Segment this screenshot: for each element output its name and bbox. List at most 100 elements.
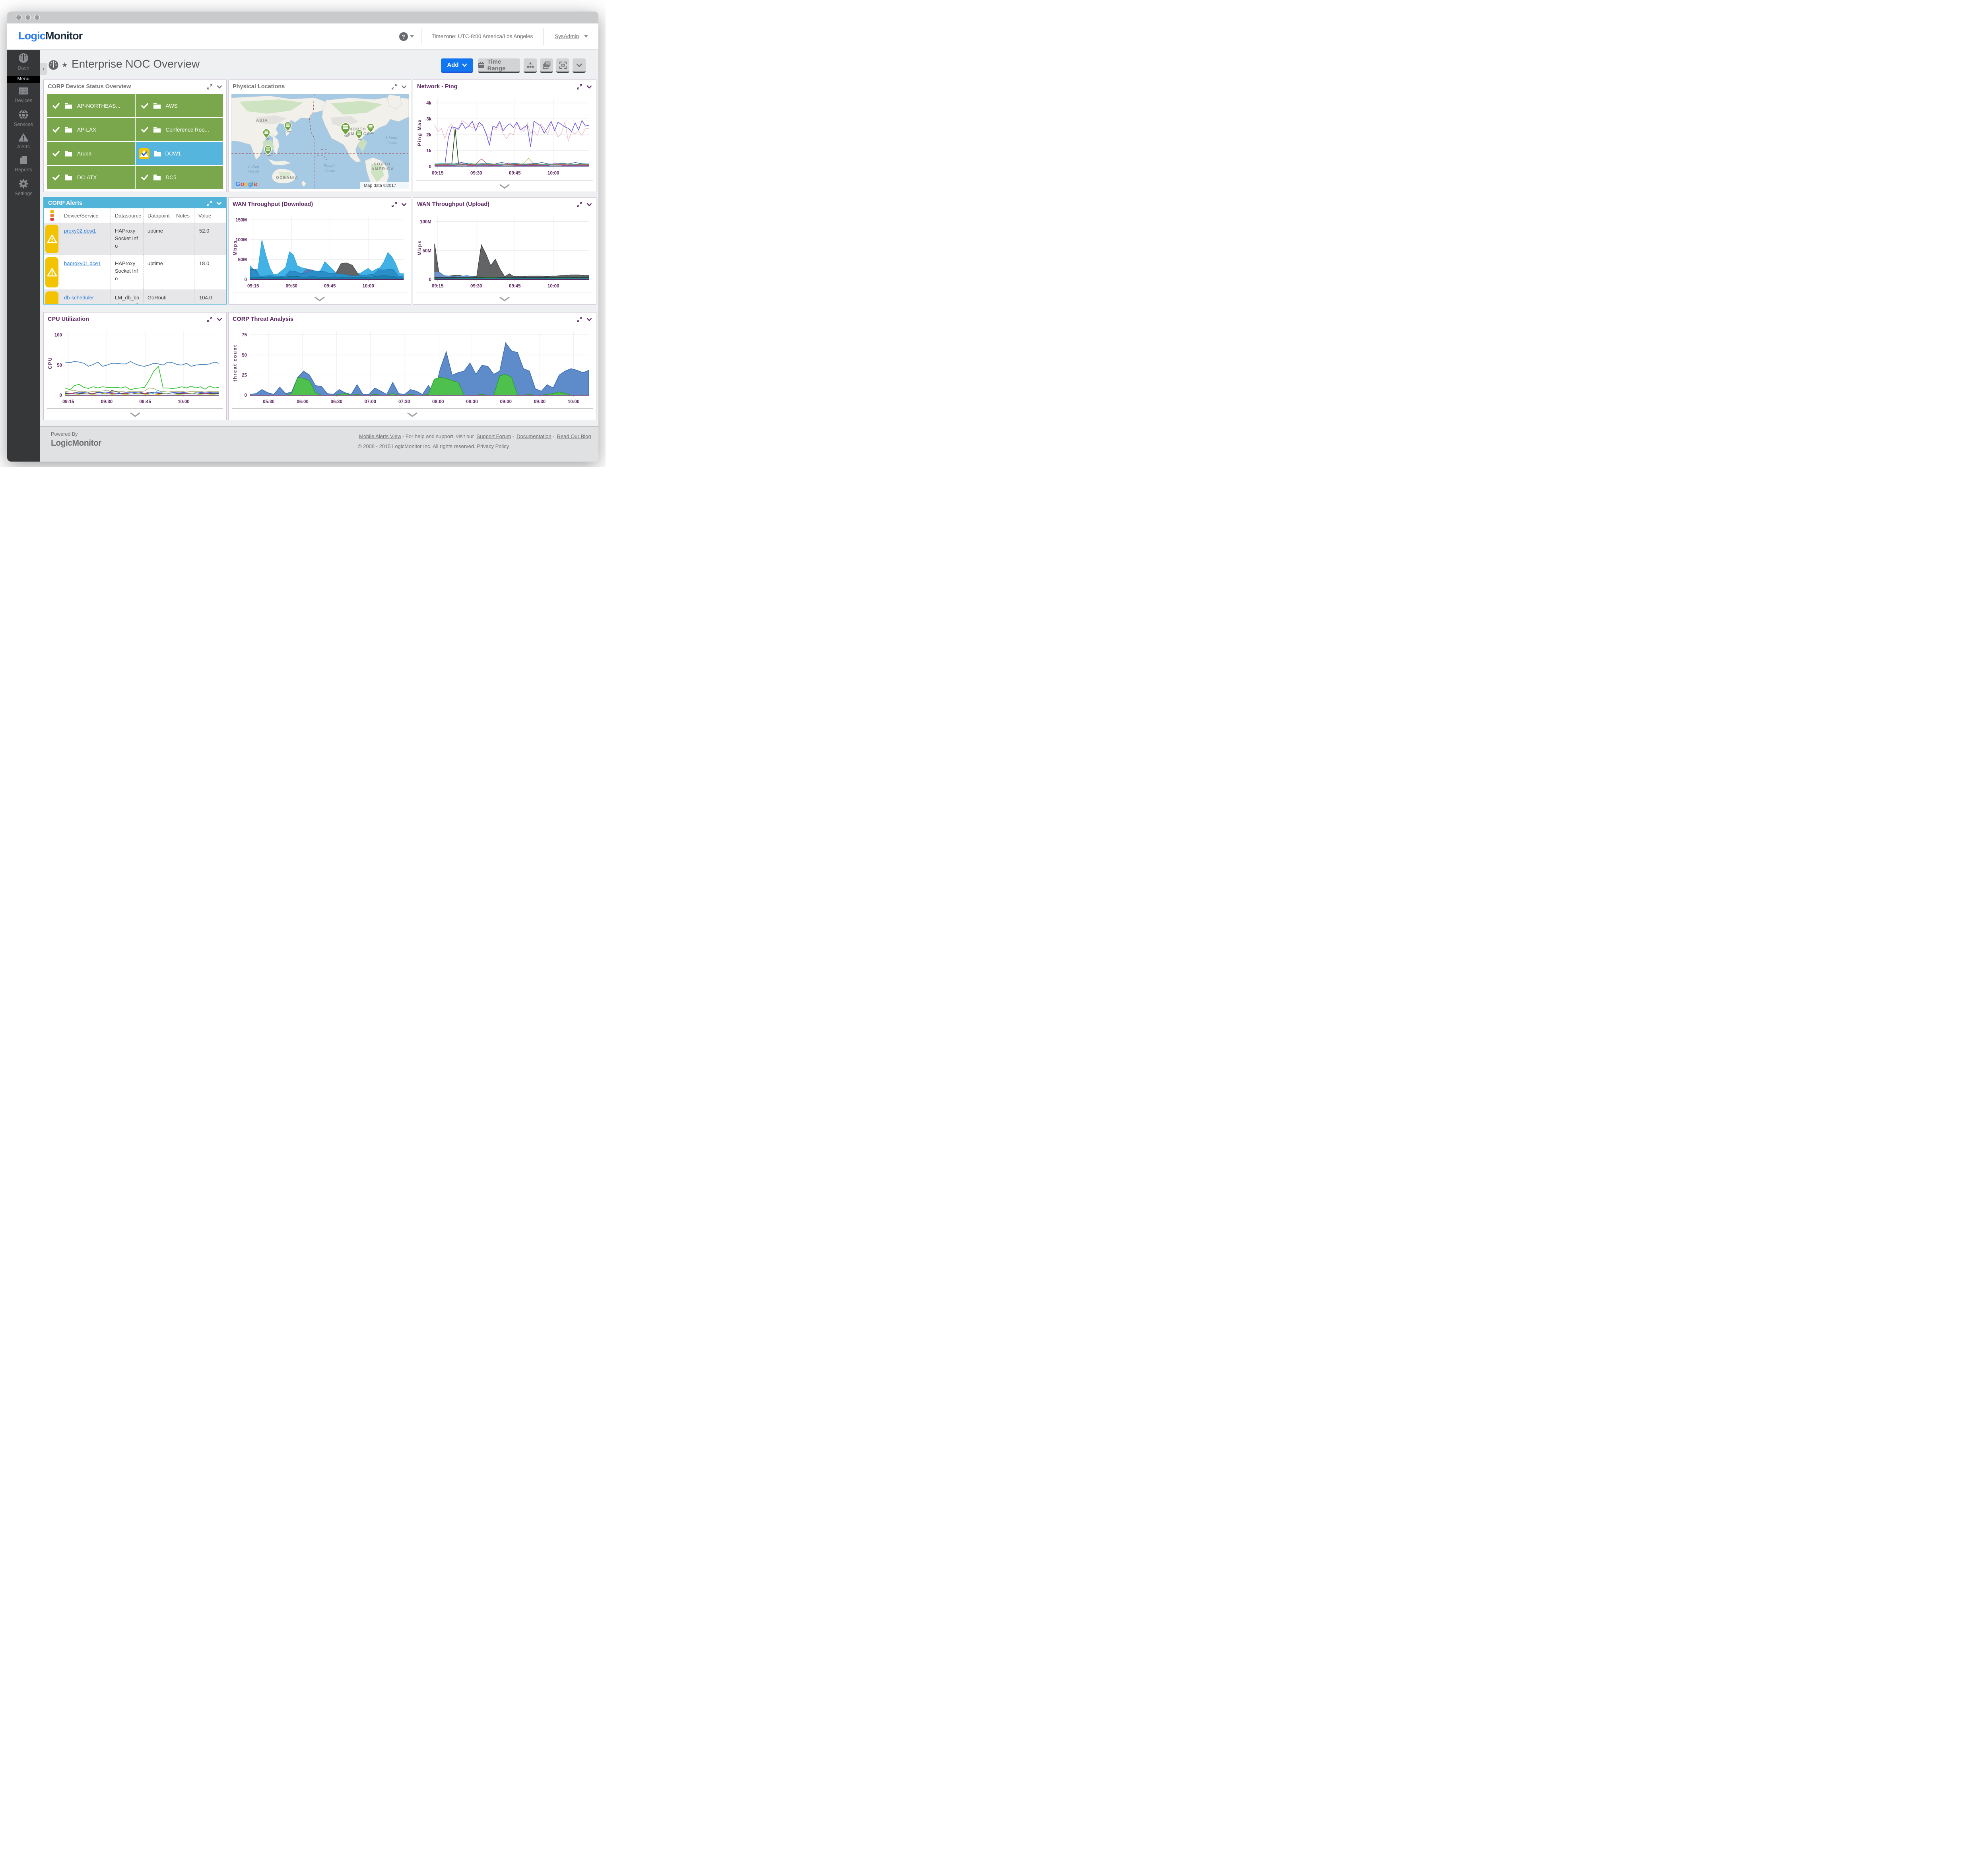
- svg-text:06:00: 06:00: [297, 400, 308, 404]
- panel-corp-alerts: CORP Alerts Device/Service Datasource Da…: [43, 197, 227, 305]
- expand-icon[interactable]: [577, 202, 582, 208]
- documentation-link[interactable]: Documentation: [516, 433, 551, 439]
- svg-text:07:30: 07:30: [398, 400, 410, 404]
- menu-label[interactable]: Menu: [7, 76, 40, 83]
- favorite-star-icon[interactable]: ★: [62, 61, 68, 69]
- folder-icon: [153, 151, 161, 157]
- scroll-down-chevron[interactable]: [499, 184, 510, 189]
- svg-text:Ping Max: Ping Max: [417, 119, 422, 146]
- device-group-tile[interactable]: DC5: [135, 166, 223, 189]
- time-range-button[interactable]: Time Range: [478, 58, 520, 73]
- support-forum-link[interactable]: Support Forum: [476, 433, 511, 439]
- location-marker[interactable]: [264, 145, 272, 157]
- collapse-chevron-icon[interactable]: [401, 203, 407, 206]
- fullscreen-button[interactable]: [556, 58, 569, 73]
- svg-text:09:15: 09:15: [62, 400, 74, 404]
- window-zoom-button[interactable]: [34, 15, 40, 20]
- add-button[interactable]: Add: [441, 58, 473, 73]
- value-cell: 52.0: [199, 228, 210, 234]
- more-options-button[interactable]: [573, 58, 586, 73]
- device-group-tile[interactable]: DCW1: [135, 142, 223, 165]
- svg-text:3k: 3k: [426, 117, 431, 122]
- mobile-alerts-link[interactable]: Mobile Alerts View: [359, 433, 401, 439]
- location-marker[interactable]: [367, 123, 375, 134]
- location-marker[interactable]: [284, 121, 292, 133]
- folder-icon: [65, 103, 72, 109]
- folder-icon: [153, 127, 161, 133]
- scroll-down-chevron[interactable]: [315, 297, 325, 301]
- svg-text:0: 0: [60, 393, 62, 398]
- collapse-chevron-icon[interactable]: [217, 85, 222, 89]
- alert-row[interactable]: proxy02.dcw1 HAProxy Socket Info uptime 52.…: [44, 223, 226, 255]
- svg-text:09:45: 09:45: [140, 400, 151, 404]
- expand-icon[interactable]: [206, 200, 212, 206]
- collapse-chevron-icon[interactable]: [586, 85, 592, 89]
- threat-chart[interactable]: 0 25 50 75 05:30 06:00 06:30 07:00 07:30 08:00 08:…: [231, 327, 594, 406]
- sidebar-item-devices[interactable]: Devices: [7, 83, 40, 106]
- panel-physical-locations: Physical Locations: [228, 80, 411, 192]
- svg-text:09:15: 09:15: [432, 171, 444, 176]
- datasource-cell: LM_db_backup_perf: [111, 289, 144, 304]
- expand-icon[interactable]: [207, 316, 213, 322]
- device-group-tile[interactable]: AP-NORTHEAS...: [47, 94, 135, 117]
- expand-icon[interactable]: [577, 84, 582, 90]
- notes-cell: [172, 289, 194, 304]
- scroll-down-chevron[interactable]: [130, 412, 140, 417]
- chevron-down-icon[interactable]: [584, 35, 588, 38]
- location-marker[interactable]: [340, 122, 351, 137]
- world-map[interactable]: ASIA OCEANIA NORTH AMERICA SOUTH AMERICA…: [231, 94, 409, 189]
- wan-download-chart[interactable]: 0 50M 100M 150M 09:15 09:30 09:45 10:00 Mbps: [231, 212, 408, 290]
- alert-row[interactable]: haproxy01.dce1 HAProxy Socket Info uptime 1…: [44, 255, 226, 289]
- sidebar-item-dash[interactable]: Dash: [7, 53, 40, 76]
- device-group-tile[interactable]: AWS: [135, 94, 223, 117]
- help-menu[interactable]: ?: [399, 32, 414, 41]
- location-marker[interactable]: [262, 128, 270, 140]
- column-header[interactable]: Datasource: [111, 208, 144, 223]
- expand-icon[interactable]: [577, 316, 582, 322]
- help-icon[interactable]: ?: [399, 32, 408, 41]
- location-marker[interactable]: [355, 129, 363, 141]
- collapse-chevron-icon[interactable]: [586, 318, 592, 321]
- device-group-tile[interactable]: AP-LAX: [47, 118, 135, 141]
- device-group-tile[interactable]: Conference Roo...: [135, 118, 223, 141]
- scroll-down-chevron[interactable]: [499, 297, 510, 301]
- device-group-tile[interactable]: DC-ATX: [47, 166, 135, 189]
- datasource-cell: HAProxy Socket Info: [111, 255, 144, 289]
- expand-icon[interactable]: [391, 202, 397, 208]
- blog-link[interactable]: Read Our Blog: [557, 433, 591, 439]
- user-menu[interactable]: SysAdmin: [555, 33, 579, 39]
- device-link[interactable]: db-scheduler: [64, 295, 94, 301]
- column-header[interactable]: Notes: [172, 208, 194, 223]
- expand-icon[interactable]: [207, 84, 213, 90]
- device-group-tile[interactable]: Aruba: [47, 142, 135, 165]
- scroll-down-chevron[interactable]: [407, 412, 417, 417]
- sidebar-expand-tab[interactable]: ›: [40, 63, 47, 75]
- folder-icon: [65, 151, 72, 157]
- svg-text:10:00: 10:00: [547, 284, 559, 289]
- sidebar-item-services[interactable]: Services: [7, 106, 40, 129]
- sidebar-item-alerts[interactable]: Alerts: [7, 129, 40, 152]
- expand-icon[interactable]: [391, 84, 397, 90]
- sidebar-item-reports[interactable]: Reports: [7, 152, 40, 175]
- panel-wan-upload: WAN Throughput (Upload) 0 50M 100M 09:15 09:…: [413, 197, 596, 305]
- svg-text:100: 100: [54, 333, 62, 338]
- device-link[interactable]: haproxy01.dce1: [64, 260, 101, 266]
- column-header[interactable]: Value: [198, 212, 212, 219]
- wan-upload-chart[interactable]: 0 50M 100M 09:15 09:30 09:45 10:00 Mbps: [415, 212, 594, 290]
- google-logo[interactable]: Google: [235, 181, 257, 188]
- window-minimize-button[interactable]: [25, 15, 31, 20]
- collapse-chevron-icon[interactable]: [401, 85, 407, 89]
- cluster-button[interactable]: [524, 58, 537, 73]
- column-header[interactable]: Datapoint: [144, 208, 172, 223]
- slideshow-button[interactable]: [540, 58, 553, 73]
- alert-row[interactable]: db-scheduler LM_db_backup_perfGoRoutines 1…: [44, 289, 226, 304]
- cpu-chart[interactable]: 0 50 100 09:15 09:30 09:45 10:00 CPU: [46, 327, 224, 406]
- window-close-button[interactable]: [16, 15, 21, 20]
- sidebar-item-settings[interactable]: Settings: [7, 175, 40, 198]
- collapse-chevron-icon[interactable]: [586, 203, 592, 206]
- collapse-chevron-icon[interactable]: [217, 318, 222, 321]
- collapse-chevron-icon[interactable]: [216, 202, 222, 205]
- ping-chart[interactable]: 0 1k 2k 3k 4k 09:15 09:30 09:45 10:00 Ping Max: [415, 94, 594, 177]
- device-link[interactable]: proxy02.dcw1: [64, 228, 96, 234]
- column-header[interactable]: Device/Service: [60, 208, 111, 223]
